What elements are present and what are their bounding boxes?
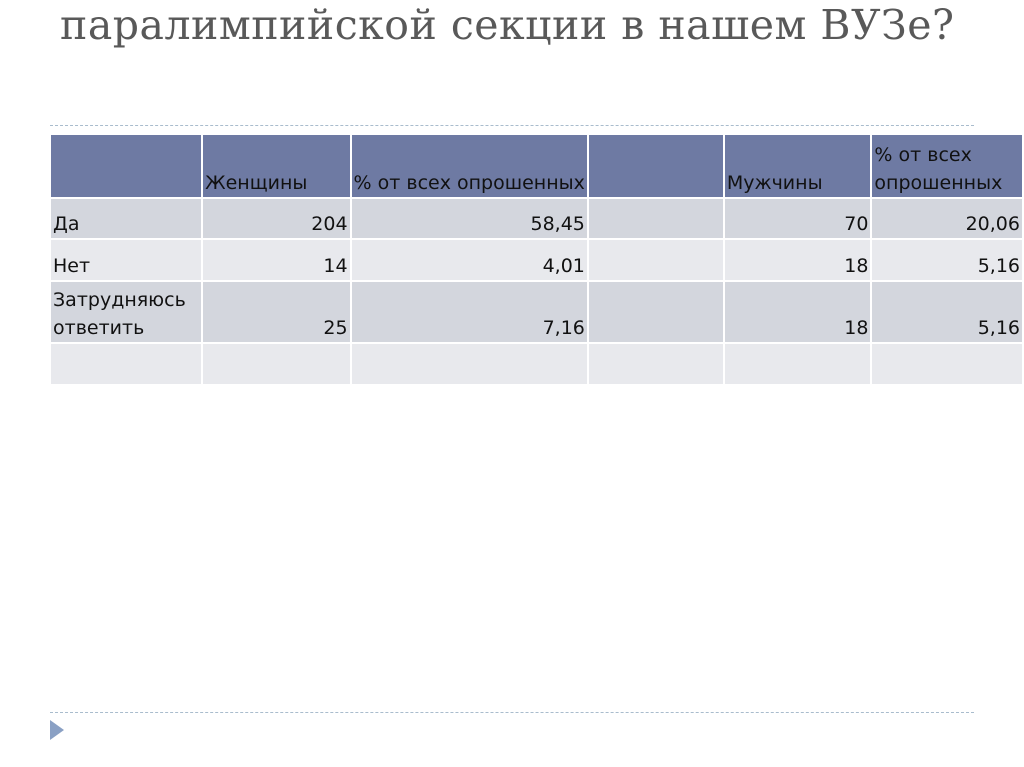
table-cell: 5,16 <box>872 282 1022 342</box>
table-cell: 14 <box>203 240 350 280</box>
header-cell <box>588 135 723 197</box>
table-cell <box>351 344 587 384</box>
header-cell-men: Мужчины <box>724 135 871 197</box>
table-cell: 25 <box>203 282 350 342</box>
table-cell: 18 <box>724 240 871 280</box>
table-cell <box>588 240 723 280</box>
table-cell <box>724 344 871 384</box>
table-cell: 18 <box>724 282 871 342</box>
row-label: Нет <box>51 240 202 280</box>
table-cell: 7,16 <box>351 282 587 342</box>
table-row: Затрудняюсь ответить 25 7,16 18 5,16 <box>51 282 1022 342</box>
table-cell <box>588 344 723 384</box>
table-row <box>51 344 1022 384</box>
table-cell <box>872 344 1022 384</box>
table-cell: 5,16 <box>872 240 1022 280</box>
header-cell-women-percent: % от всех опрошенных <box>351 135 587 197</box>
table-cell: 204 <box>203 199 350 238</box>
table-cell: 70 <box>724 199 871 238</box>
table-cell <box>203 344 350 384</box>
header-cell-men-percent: % от всех опрошенных <box>872 135 1022 197</box>
row-label: Затрудняюсь ответить <box>51 282 202 342</box>
table-cell: 20,06 <box>872 199 1022 238</box>
footer-divider <box>50 712 974 713</box>
table-cell <box>588 199 723 238</box>
row-label: Да <box>51 199 202 238</box>
triangle-right-icon[interactable] <box>50 720 64 740</box>
table-row: Да 204 58,45 70 20,06 <box>51 199 1022 238</box>
table-cell: 4,01 <box>351 240 587 280</box>
header-cell-women: Женщины <box>203 135 350 197</box>
slide-title: паралимпийской секции в нашем ВУЗе? <box>60 1 955 49</box>
title-divider <box>50 125 974 126</box>
table-header-row: Женщины % от всех опрошенных Мужчины % о… <box>51 135 1022 197</box>
row-label <box>51 344 202 384</box>
survey-table: Женщины % от всех опрошенных Мужчины % о… <box>49 133 1024 386</box>
table-row: Нет 14 4,01 18 5,16 <box>51 240 1022 280</box>
table-cell: 58,45 <box>351 199 587 238</box>
table-cell <box>588 282 723 342</box>
header-cell <box>51 135 202 197</box>
